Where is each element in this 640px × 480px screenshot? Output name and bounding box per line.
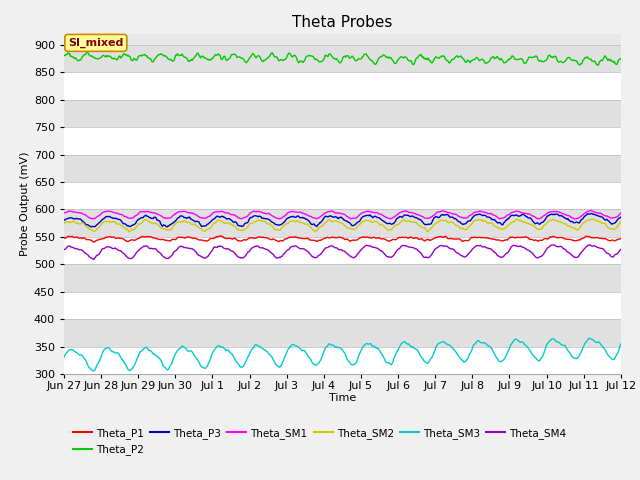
Theta_SM3 — [433, 343, 440, 348]
Theta_P2 — [83, 50, 91, 56]
Theta_SM3 — [159, 363, 167, 369]
Theta_SM4 — [389, 253, 397, 259]
Line: Theta_P1: Theta_P1 — [64, 236, 621, 242]
Legend: Theta_P1, Theta_P2, Theta_P3, Theta_SM1, Theta_SM2, Theta_SM3, Theta_SM4: Theta_P1, Theta_P2, Theta_P3, Theta_SM1,… — [69, 424, 570, 459]
Theta_P1 — [204, 238, 212, 243]
Theta_SM4 — [586, 242, 593, 248]
Theta_SM3 — [313, 362, 321, 368]
Line: Theta_P3: Theta_P3 — [64, 214, 621, 227]
Theta_SM1 — [479, 209, 487, 215]
Theta_P2 — [433, 55, 440, 60]
Bar — [64, 45, 621, 72]
Theta_SM2 — [313, 227, 321, 233]
X-axis label: Time: Time — [329, 393, 356, 403]
Theta_SM2 — [159, 226, 167, 232]
Theta_SM3 — [617, 341, 625, 347]
Theta_SM2 — [480, 218, 488, 224]
Theta_P2 — [204, 56, 212, 62]
Theta_SM4 — [90, 257, 97, 263]
Theta_SM3 — [90, 368, 97, 374]
Theta_SM4 — [313, 254, 321, 260]
Bar — [64, 127, 621, 155]
Line: Theta_SM1: Theta_SM1 — [64, 211, 621, 219]
Theta_SM1 — [159, 214, 166, 220]
Theta_P3 — [588, 211, 595, 216]
Theta_SM1 — [617, 210, 625, 216]
Theta_SM2 — [589, 216, 596, 222]
Theta_SM2 — [617, 218, 625, 224]
Line: Theta_SM4: Theta_SM4 — [64, 245, 621, 260]
Theta_SM3 — [586, 336, 593, 341]
Theta_P3 — [480, 212, 488, 218]
Theta_SM2 — [125, 229, 133, 235]
Bar — [64, 347, 621, 374]
Theta_P2 — [389, 58, 397, 63]
Theta_P1 — [60, 235, 68, 241]
Bar — [64, 292, 621, 319]
Theta_P1 — [390, 237, 398, 242]
Theta_SM2 — [389, 225, 397, 230]
Theta_P3 — [433, 214, 440, 219]
Theta_SM1 — [432, 211, 440, 216]
Theta_SM2 — [60, 221, 68, 227]
Theta_SM1 — [570, 216, 578, 222]
Theta_SM3 — [60, 354, 68, 360]
Theta_SM1 — [60, 210, 68, 216]
Theta_SM4 — [204, 253, 212, 259]
Theta_SM4 — [617, 246, 625, 252]
Line: Theta_SM3: Theta_SM3 — [64, 338, 621, 371]
Theta_P2 — [313, 57, 321, 63]
Bar — [64, 209, 621, 237]
Theta_P1 — [90, 239, 97, 245]
Theta_P3 — [617, 214, 625, 220]
Theta_P2 — [576, 62, 584, 68]
Line: Theta_P2: Theta_P2 — [64, 53, 621, 65]
Theta_P1 — [159, 237, 167, 242]
Theta_SM3 — [204, 361, 212, 367]
Bar — [64, 182, 621, 209]
Theta_SM4 — [480, 244, 488, 250]
Bar — [64, 319, 621, 347]
Theta_P1 — [434, 234, 442, 240]
Theta_P3 — [389, 221, 397, 227]
Theta_P2 — [617, 56, 625, 61]
Text: SI_mixed: SI_mixed — [68, 38, 124, 48]
Theta_P3 — [159, 223, 166, 229]
Theta_SM2 — [433, 220, 440, 226]
Theta_SM3 — [389, 359, 397, 365]
Theta_P2 — [480, 58, 488, 64]
Theta_SM1 — [388, 215, 396, 221]
Theta_P2 — [159, 53, 167, 59]
Theta_P1 — [617, 236, 625, 241]
Bar — [64, 264, 621, 292]
Theta_P1 — [314, 238, 322, 244]
Theta_SM4 — [60, 247, 68, 252]
Bar — [64, 99, 621, 127]
Bar — [64, 155, 621, 182]
Theta_P2 — [60, 53, 68, 59]
Y-axis label: Probe Output (mV): Probe Output (mV) — [20, 152, 29, 256]
Theta_P3 — [163, 224, 171, 230]
Theta_SM4 — [159, 254, 167, 260]
Theta_SM3 — [480, 340, 488, 346]
Theta_SM1 — [312, 216, 320, 221]
Theta_P1 — [217, 233, 225, 239]
Theta_SM2 — [204, 226, 212, 232]
Theta_SM1 — [204, 215, 211, 220]
Bar — [64, 72, 621, 99]
Theta_P1 — [481, 235, 489, 240]
Bar — [64, 237, 621, 264]
Theta_P3 — [313, 224, 321, 229]
Theta_P3 — [60, 217, 68, 223]
Line: Theta_SM2: Theta_SM2 — [64, 219, 621, 232]
Theta_SM4 — [433, 245, 440, 251]
Title: Theta Probes: Theta Probes — [292, 15, 392, 30]
Theta_SM1 — [588, 208, 595, 214]
Theta_P3 — [204, 221, 212, 227]
